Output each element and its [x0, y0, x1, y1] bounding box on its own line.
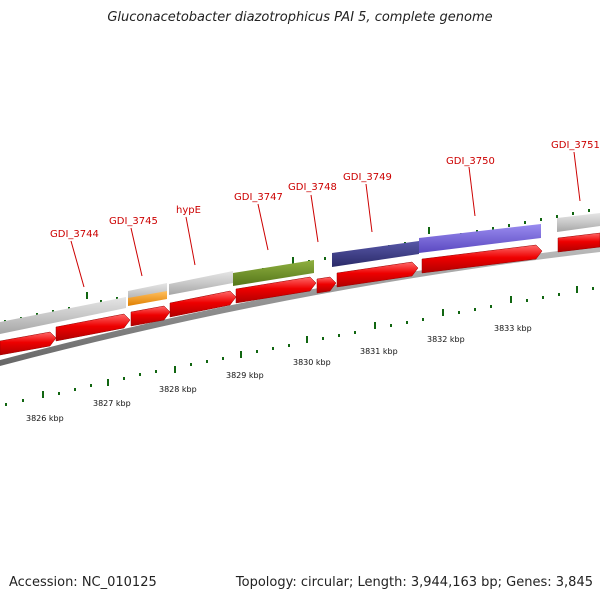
tick-label-3829: 3829 kbp [226, 371, 264, 380]
tick-label-3827: 3827 kbp [93, 399, 131, 408]
tick-label-3832: 3832 kbp [427, 335, 465, 344]
cds-arrow[interactable] [235, 276, 317, 304]
cds-arrow[interactable] [130, 305, 171, 327]
gene-label-gdi-3745[interactable]: GDI_3745 [109, 216, 158, 227]
tick-label-3828: 3828 kbp [159, 385, 197, 394]
tick-label-3833: 3833 kbp [494, 324, 532, 333]
gene-label-gdi-3750[interactable]: GDI_3750 [446, 156, 495, 167]
tick-label-3831: 3831 kbp [360, 347, 398, 356]
tick-label-3830: 3830 kbp [293, 358, 331, 367]
cds-arrow[interactable] [169, 290, 237, 318]
cds-arrow[interactable] [316, 276, 337, 294]
gene-block[interactable] [169, 271, 233, 295]
gene-label-gdi-3748[interactable]: GDI_3748 [288, 182, 337, 193]
feature-olive[interactable] [233, 260, 314, 286]
cds-track [0, 232, 600, 356]
cds-arrow[interactable] [55, 313, 131, 342]
label-leaders [70, 151, 581, 288]
tick-label-3826: 3826 kbp [26, 414, 64, 423]
gene-track [0, 213, 600, 334]
cds-arrow[interactable] [0, 331, 57, 356]
cds-arrow[interactable] [421, 244, 543, 274]
feature-orange[interactable] [128, 291, 167, 306]
gene-label-hype[interactable]: hypE [176, 205, 201, 216]
cds-arrow[interactable] [557, 232, 600, 253]
gene-label-gdi-3747[interactable]: GDI_3747 [234, 192, 283, 203]
gene-block[interactable] [557, 213, 600, 232]
gene-label-gdi-3749[interactable]: GDI_3749 [343, 172, 392, 183]
genome-summary-text: Topology: circular; Length: 3,944,163 bp… [235, 575, 593, 590]
feature-navy[interactable] [332, 241, 419, 267]
gene-label-gdi-3751[interactable]: GDI_3751 [551, 140, 600, 151]
gene-label-gdi-3744[interactable]: GDI_3744 [50, 229, 99, 240]
inner-scale [5, 286, 594, 406]
cds-arrow[interactable] [336, 261, 419, 288]
gene-block[interactable] [0, 297, 126, 334]
genome-backbone [0, 246, 600, 366]
accession-text: Accession: NC_010125 [9, 575, 157, 590]
feature-violet[interactable] [419, 224, 541, 253]
map-title: Gluconacetobacter diazotrophicus PAI 5, … [107, 10, 493, 25]
